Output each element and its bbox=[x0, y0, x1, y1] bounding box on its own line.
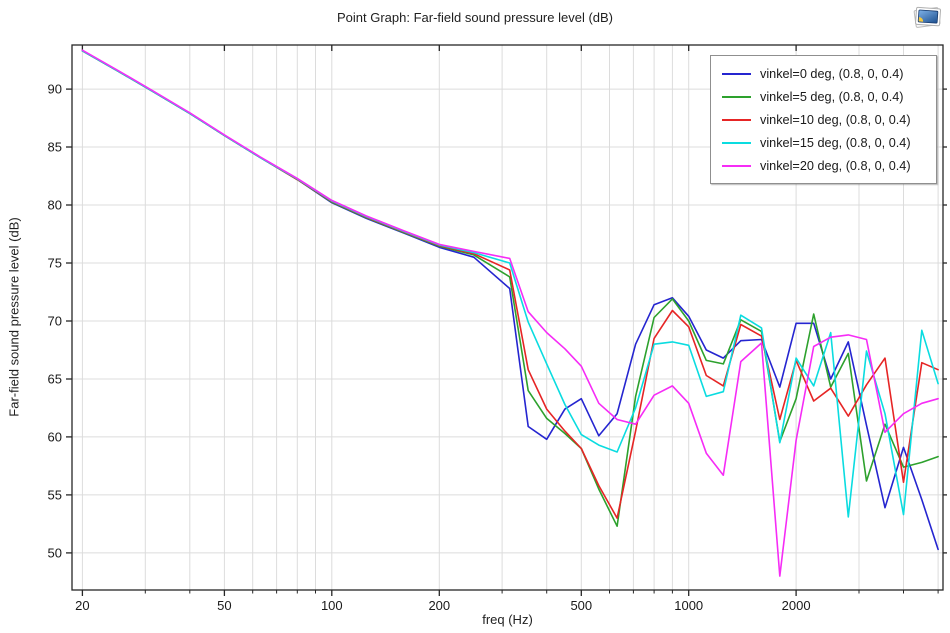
y-tick-label: 50 bbox=[48, 545, 62, 560]
legend-item: vinkel=0 deg, (0.8, 0, 0.4) bbox=[722, 62, 936, 85]
y-tick-label: 60 bbox=[48, 429, 62, 444]
legend-line-sample bbox=[722, 95, 751, 98]
x-tick-label: 200 bbox=[428, 598, 450, 613]
y-tick-label: 70 bbox=[48, 314, 62, 329]
y-tick-label: 80 bbox=[48, 198, 62, 213]
x-tick-label: 100 bbox=[321, 598, 343, 613]
plot-window-icon bbox=[913, 6, 941, 28]
legend: vinkel=0 deg, (0.8, 0, 0.4) vinkel=5 deg,… bbox=[710, 55, 937, 184]
x-tick-label: 50 bbox=[217, 598, 231, 613]
x-tick-label: 2000 bbox=[782, 598, 811, 613]
y-axis-label: Far-field sound pressure level (dB) bbox=[6, 217, 22, 417]
legend-item: vinkel=15 deg, (0.8, 0, 0.4) bbox=[722, 131, 936, 154]
chart-title: Point Graph: Far-field sound pressure le… bbox=[336, 10, 613, 25]
legend-label: vinkel=15 deg, (0.8, 0, 0.4) bbox=[760, 135, 911, 150]
y-tick-label: 55 bbox=[48, 487, 62, 502]
y-tick-label: 90 bbox=[48, 82, 62, 97]
legend-label: vinkel=0 deg, (0.8, 0, 0.4) bbox=[760, 66, 904, 81]
legend-item: vinkel=20 deg, (0.8, 0, 0.4) bbox=[722, 154, 936, 177]
y-tick-label: 75 bbox=[48, 256, 62, 271]
legend-label: vinkel=20 deg, (0.8, 0, 0.4) bbox=[760, 158, 911, 173]
legend-label: vinkel=10 deg, (0.8, 0, 0.4) bbox=[760, 112, 911, 127]
x-tick-label: 20 bbox=[75, 598, 89, 613]
legend-label: vinkel=5 deg, (0.8, 0, 0.4) bbox=[760, 89, 904, 104]
legend-line-sample bbox=[722, 72, 751, 75]
x-tick-label: 500 bbox=[570, 598, 592, 613]
series-line-4 bbox=[81, 49, 939, 577]
legend-item: vinkel=5 deg, (0.8, 0, 0.4) bbox=[722, 85, 936, 108]
y-tick-label: 85 bbox=[48, 140, 62, 155]
legend-item: vinkel=10 deg, (0.8, 0, 0.4) bbox=[722, 108, 936, 131]
legend-line-sample bbox=[722, 141, 751, 144]
legend-line-sample bbox=[722, 164, 751, 167]
y-tick-label: 65 bbox=[48, 372, 62, 387]
legend-line-sample bbox=[722, 118, 751, 121]
x-axis-label: freq (Hz) bbox=[482, 612, 533, 627]
plot-frame bbox=[71, 44, 944, 591]
x-tick-label: 1000 bbox=[674, 598, 703, 613]
